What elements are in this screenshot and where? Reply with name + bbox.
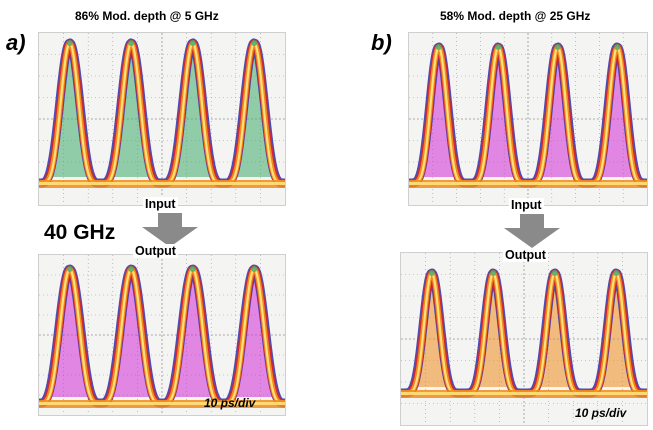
b-output-peak-0 [428,270,435,276]
a-output-eye-fill [39,277,285,397]
scope-b-output [400,252,648,426]
panel-a-title: 86% Mod. depth @ 5 GHz [75,9,219,23]
a-input-eye-fill [39,51,285,177]
scope-a-output [38,254,286,416]
b-input-peak-0 [435,44,442,50]
b-input-peak-1 [495,44,502,50]
a-input-peak-1 [128,40,135,46]
a-output-peak-2 [189,266,196,272]
b-input-eye-fill [409,55,647,177]
b-input-peak-2 [554,44,561,50]
b-output-peak-3 [613,270,620,276]
panel-a-rate-label: 40 GHz [44,221,116,244]
b-input-peak-3 [614,44,621,50]
b-output-peak-2 [551,270,558,276]
panel-a-output-label: Output [133,244,178,258]
panel-b-arrow [504,214,560,248]
b-output-eye-fill [401,281,647,387]
panel-b-label: b) [371,30,392,55]
panel-a-scale-label: 10 ps/div [204,396,256,410]
a-output-eye-trace [39,264,285,408]
panel-b-input-label: Input [509,198,544,212]
b-output-baseline-core [401,392,647,395]
panel-b-output-label: Output [503,248,548,262]
a-input-peak-0 [66,40,73,46]
a-input-baseline-core [39,182,285,185]
b-input-eye-trace [409,42,647,188]
a-input-peak-3 [251,40,258,46]
panel-a-arrow [142,213,198,247]
panel-a-label: a) [6,30,26,55]
a-output-baseline-core [39,402,285,405]
a-output-peak-1 [128,266,135,272]
b-output-eye-trace [401,268,647,398]
panel-a-input-label: Input [143,197,178,211]
a-output-peak-3 [251,266,258,272]
b-output-peak-1 [490,270,497,276]
a-input-eye-trace [39,38,285,188]
panel-b-title: 58% Mod. depth @ 25 GHz [440,9,591,23]
a-input-peak-2 [189,40,196,46]
scope-a-input [38,32,286,206]
b-input-baseline-core [409,182,647,185]
scope-b-input [408,32,648,206]
panel-b-scale-label: 10 ps/div [575,406,627,420]
a-output-peak-0 [66,266,73,272]
